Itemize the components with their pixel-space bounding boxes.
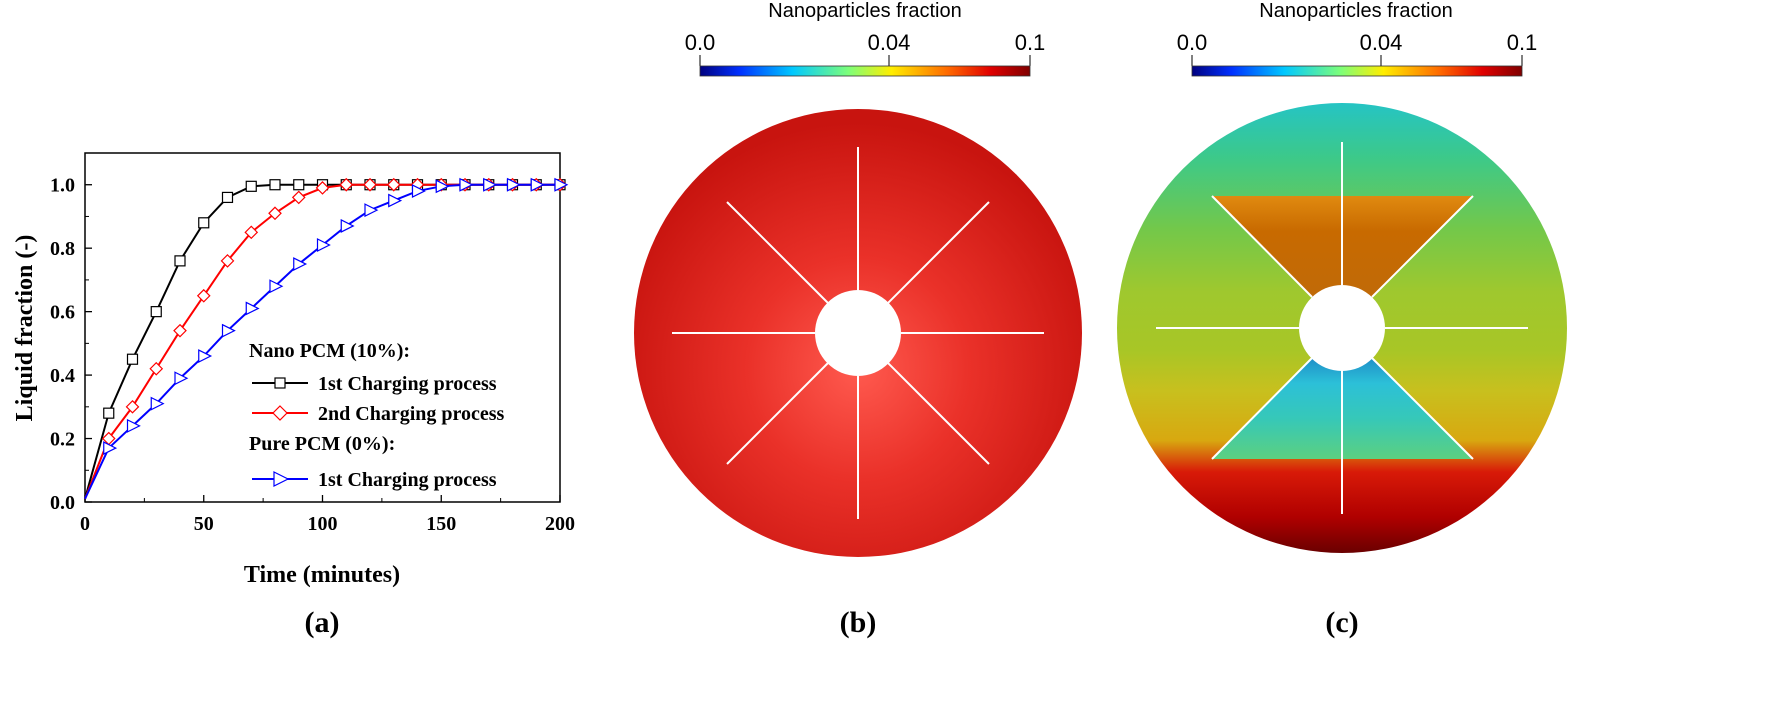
triangle-marker xyxy=(174,371,189,386)
tube-hole-c xyxy=(1299,285,1385,371)
triangle-marker xyxy=(126,418,141,433)
colorbar-c-tick-min: 0.0 xyxy=(1177,30,1208,55)
x-tick-label: 0 xyxy=(80,513,90,535)
legend-entry-nano-2nd: 2nd Charging process xyxy=(252,403,505,425)
diamond-marker xyxy=(363,177,377,192)
diamond-marker xyxy=(339,177,354,192)
fins-b xyxy=(672,147,1044,519)
square-marker xyxy=(245,180,257,192)
triangle-marker xyxy=(198,349,213,364)
legend: Nano PCM (10%): 1st Charging process 2nd… xyxy=(249,340,505,491)
x-tick-label: 150 xyxy=(426,513,456,535)
colorbar-c-tick-mid: 0.04 xyxy=(1360,30,1403,55)
colorbar-b-tick-min: 0.0 xyxy=(685,30,716,55)
diamond-marker xyxy=(196,288,211,303)
triangle-marker xyxy=(150,396,165,411)
triangle-marker xyxy=(411,184,426,199)
triangle-marker xyxy=(269,279,284,294)
legend-label-pure-1st: 1st Charging process xyxy=(318,469,497,491)
colorbar-b-title: Nanoparticles fraction xyxy=(768,0,961,22)
x-tick-label: 100 xyxy=(308,513,338,535)
y-tick-label: 0.2 xyxy=(50,429,75,451)
triangle-marker xyxy=(316,238,331,252)
legend-entry-nano-1st: 1st Charging process xyxy=(252,373,497,395)
diamond-marker xyxy=(291,190,306,205)
triangle-marker xyxy=(388,193,403,208)
legend-group-nano-title: Nano PCM (10%): xyxy=(249,340,410,362)
diamond-marker xyxy=(268,206,282,221)
legend-label-nano-1st: 1st Charging process xyxy=(318,373,497,395)
y-tick-label: 0.4 xyxy=(50,365,75,387)
square-marker xyxy=(221,191,234,204)
x-tick-label: 200 xyxy=(545,513,575,535)
panel-label-c: (c) xyxy=(1325,606,1358,639)
triangle-marker xyxy=(103,441,118,456)
square-marker xyxy=(198,217,210,229)
colorbar-b-tick-mid: 0.04 xyxy=(868,30,911,55)
diamond-marker xyxy=(386,177,401,192)
diamond-marker xyxy=(244,225,259,240)
colorbar-c xyxy=(1191,65,1523,77)
triangle-marker xyxy=(435,179,450,194)
colorbar-b-ticks xyxy=(699,55,1031,66)
tube-hole-b xyxy=(815,290,901,376)
legend-marker-square xyxy=(274,377,286,389)
y-tick-label: 1.0 xyxy=(50,175,75,197)
x-tick-labels: 0 50 100 150 200 xyxy=(80,513,575,535)
legend-marker-diamond xyxy=(272,405,288,421)
y-tick-labels: 0.0 0.2 0.4 0.6 0.8 1.0 xyxy=(50,175,75,514)
triangle-marker xyxy=(530,177,545,192)
triangle-marker xyxy=(245,301,260,316)
y-tick-label: 0.0 xyxy=(50,492,75,514)
diamond-marker xyxy=(315,181,330,195)
diamond-marker xyxy=(149,361,164,376)
triangle-marker xyxy=(293,257,308,272)
y-tick-label: 0.8 xyxy=(50,238,75,260)
legend-label-nano-2nd: 2nd Charging process xyxy=(318,403,505,425)
panel-a-chart: 0 50 100 150 200 0.0 0.2 0.4 0.6 0.8 1.0 Time (mi… xyxy=(12,152,575,639)
square-marker xyxy=(293,179,305,191)
panel-label-b: (b) xyxy=(840,606,877,639)
diamond-marker xyxy=(173,323,187,338)
triangle-marker xyxy=(483,177,498,192)
colorbar-c-title: Nanoparticles fraction xyxy=(1259,0,1452,22)
y-axis-label: Liquid fraction (-) xyxy=(12,235,38,422)
triangle-marker xyxy=(340,219,355,233)
triangle-marker xyxy=(221,323,236,338)
legend-entry-pure-1st: 1st Charging process xyxy=(252,469,497,491)
colorbar-b-tick-max: 0.1 xyxy=(1015,30,1046,55)
diamond-marker xyxy=(220,254,235,268)
square-marker xyxy=(174,255,186,267)
y-tick-label: 0.6 xyxy=(50,302,75,324)
panel-label-a: (a) xyxy=(305,606,340,639)
square-marker xyxy=(103,407,115,419)
x-axis-label: Time (minutes) xyxy=(244,562,400,588)
triangle-marker xyxy=(459,177,474,192)
axis-ticks xyxy=(84,152,561,503)
colorbar-b xyxy=(699,65,1031,77)
colorbar-c-ticks xyxy=(1191,55,1523,66)
fins-c xyxy=(1156,142,1528,514)
square-marker xyxy=(150,306,162,318)
legend-group-pure-title: Pure PCM (0%): xyxy=(249,433,395,455)
series-layer xyxy=(84,177,569,500)
panel-c-contour: Nanoparticles fraction 0.0 0.04 0.1 (c) xyxy=(1117,0,1567,639)
diamond-marker xyxy=(125,399,140,414)
x-tick-label: 50 xyxy=(194,513,214,535)
triangle-marker xyxy=(554,177,569,192)
panel-b-contour: Nanoparticles fraction 0.0 0.04 0.1 (b) xyxy=(634,0,1082,639)
series-3 xyxy=(84,177,569,500)
square-marker xyxy=(269,179,281,191)
triangle-marker xyxy=(506,177,521,192)
colorbar-c-tick-max: 0.1 xyxy=(1507,30,1538,55)
triangle-marker xyxy=(364,203,379,218)
legend-marker-triangle xyxy=(273,471,290,487)
square-marker xyxy=(126,353,139,365)
